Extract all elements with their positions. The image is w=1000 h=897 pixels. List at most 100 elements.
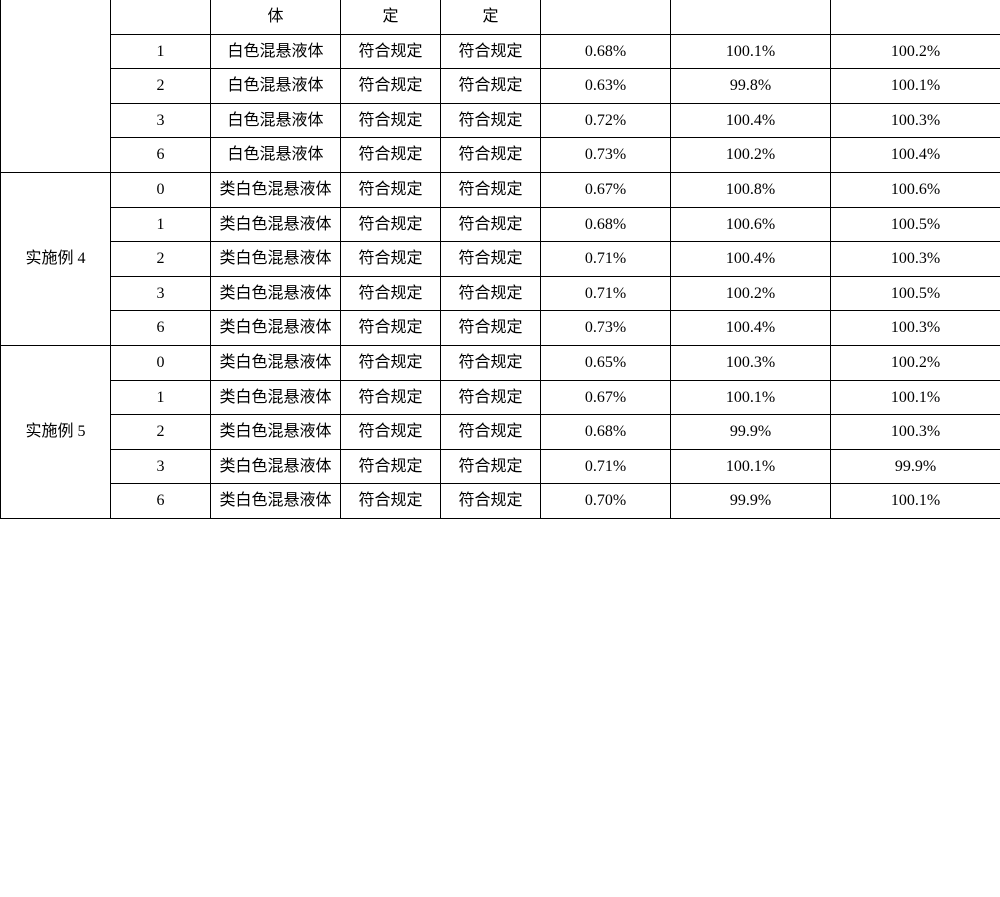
- group-label: 实施例 4: [1, 172, 111, 345]
- cell-c6: 0.67%: [541, 380, 671, 415]
- cell-c5: 符合规定: [441, 484, 541, 519]
- cell-c2: 3: [111, 276, 211, 311]
- cell-c4: 符合规定: [341, 449, 441, 484]
- cell-c7: 100.1%: [671, 34, 831, 69]
- cell-c7: 100.2%: [671, 276, 831, 311]
- table-row: 实施例 40类白色混悬液体符合规定符合规定0.67%100.8%100.6%: [1, 172, 1000, 207]
- cell-c2: 0: [111, 345, 211, 380]
- cell-c8: 100.5%: [831, 207, 1000, 242]
- cell-c4: 符合规定: [341, 311, 441, 346]
- cell-c2: 2: [111, 242, 211, 277]
- cell-c6: 0.67%: [541, 172, 671, 207]
- cell-c2: 0: [111, 172, 211, 207]
- cell-c8: [831, 0, 1000, 34]
- table-body: 体定定1白色混悬液体符合规定符合规定0.68%100.1%100.2%2白色混悬…: [1, 0, 1000, 518]
- cell-c2: 1: [111, 380, 211, 415]
- cell-c4: 符合规定: [341, 380, 441, 415]
- cell-c8: 100.3%: [831, 242, 1000, 277]
- cell-c7: [671, 0, 831, 34]
- cell-c2: 6: [111, 484, 211, 519]
- cell-c6: 0.68%: [541, 415, 671, 450]
- cell-c5: 符合规定: [441, 34, 541, 69]
- cell-c6: 0.65%: [541, 345, 671, 380]
- cell-c4: 符合规定: [341, 484, 441, 519]
- cell-c6: 0.73%: [541, 138, 671, 173]
- cell-c5: 符合规定: [441, 207, 541, 242]
- cell-c3: 体: [211, 0, 341, 34]
- cell-c2: 3: [111, 103, 211, 138]
- cell-c3: 类白色混悬液体: [211, 276, 341, 311]
- table-row: 6白色混悬液体符合规定符合规定0.73%100.2%100.4%: [1, 138, 1000, 173]
- cell-c3: 类白色混悬液体: [211, 207, 341, 242]
- cell-c5: 符合规定: [441, 172, 541, 207]
- cell-c5: 符合规定: [441, 311, 541, 346]
- cell-c8: 100.1%: [831, 69, 1000, 104]
- cell-c8: 100.6%: [831, 172, 1000, 207]
- table-row: 2类白色混悬液体符合规定符合规定0.68%99.9%100.3%: [1, 415, 1000, 450]
- cell-c5: 符合规定: [441, 276, 541, 311]
- cell-c8: 100.3%: [831, 311, 1000, 346]
- cell-c6: [541, 0, 671, 34]
- cell-c3: 白色混悬液体: [211, 69, 341, 104]
- cell-c7: 100.4%: [671, 311, 831, 346]
- cell-c3: 类白色混悬液体: [211, 242, 341, 277]
- cell-c8: 100.5%: [831, 276, 1000, 311]
- cell-c7: 100.1%: [671, 380, 831, 415]
- group-label: 实施例 5: [1, 345, 111, 518]
- cell-c7: 99.9%: [671, 484, 831, 519]
- cell-c7: 99.8%: [671, 69, 831, 104]
- cell-c3: 类白色混悬液体: [211, 345, 341, 380]
- cell-c3: 白色混悬液体: [211, 103, 341, 138]
- cell-c5: 符合规定: [441, 380, 541, 415]
- cell-c6: 0.71%: [541, 449, 671, 484]
- table-row: 1白色混悬液体符合规定符合规定0.68%100.1%100.2%: [1, 34, 1000, 69]
- cell-c4: 符合规定: [341, 103, 441, 138]
- cell-c4: 符合规定: [341, 242, 441, 277]
- cell-c3: 类白色混悬液体: [211, 484, 341, 519]
- cell-c3: 类白色混悬液体: [211, 172, 341, 207]
- table-row: 6类白色混悬液体符合规定符合规定0.70%99.9%100.1%: [1, 484, 1000, 519]
- table-row: 1类白色混悬液体符合规定符合规定0.67%100.1%100.1%: [1, 380, 1000, 415]
- cell-c6: 0.70%: [541, 484, 671, 519]
- cell-c5: 符合规定: [441, 242, 541, 277]
- cell-c3: 白色混悬液体: [211, 34, 341, 69]
- table-row: 3白色混悬液体符合规定符合规定0.72%100.4%100.3%: [1, 103, 1000, 138]
- cell-c7: 100.4%: [671, 242, 831, 277]
- cell-c8: 100.3%: [831, 103, 1000, 138]
- cell-c6: 0.63%: [541, 69, 671, 104]
- cell-c4: 符合规定: [341, 34, 441, 69]
- table-row: 1类白色混悬液体符合规定符合规定0.68%100.6%100.5%: [1, 207, 1000, 242]
- cell-c5: 符合规定: [441, 345, 541, 380]
- cell-c5: 定: [441, 0, 541, 34]
- cell-c2: 3: [111, 449, 211, 484]
- cell-c5: 符合规定: [441, 138, 541, 173]
- cell-c8: 100.2%: [831, 345, 1000, 380]
- table-row: 3类白色混悬液体符合规定符合规定0.71%100.1%99.9%: [1, 449, 1000, 484]
- data-table: 体定定1白色混悬液体符合规定符合规定0.68%100.1%100.2%2白色混悬…: [0, 0, 1000, 519]
- cell-c5: 符合规定: [441, 69, 541, 104]
- cell-c5: 符合规定: [441, 103, 541, 138]
- cell-c4: 符合规定: [341, 69, 441, 104]
- cell-c5: 符合规定: [441, 449, 541, 484]
- cell-c2: [111, 0, 211, 34]
- cell-c8: 100.1%: [831, 380, 1000, 415]
- cell-c7: 100.8%: [671, 172, 831, 207]
- table-row: 2白色混悬液体符合规定符合规定0.63%99.8%100.1%: [1, 69, 1000, 104]
- cell-c6: 0.71%: [541, 242, 671, 277]
- group-label: [1, 0, 111, 172]
- cell-c4: 定: [341, 0, 441, 34]
- cell-c6: 0.68%: [541, 207, 671, 242]
- cell-c4: 符合规定: [341, 276, 441, 311]
- cell-c7: 100.1%: [671, 449, 831, 484]
- cell-c2: 1: [111, 207, 211, 242]
- cell-c2: 2: [111, 415, 211, 450]
- cell-c3: 类白色混悬液体: [211, 311, 341, 346]
- cell-c7: 100.3%: [671, 345, 831, 380]
- cell-c3: 类白色混悬液体: [211, 415, 341, 450]
- cell-c8: 100.3%: [831, 415, 1000, 450]
- cell-c3: 类白色混悬液体: [211, 380, 341, 415]
- cell-c7: 100.6%: [671, 207, 831, 242]
- table-row: 6类白色混悬液体符合规定符合规定0.73%100.4%100.3%: [1, 311, 1000, 346]
- table-row: 2类白色混悬液体符合规定符合规定0.71%100.4%100.3%: [1, 242, 1000, 277]
- cell-c4: 符合规定: [341, 172, 441, 207]
